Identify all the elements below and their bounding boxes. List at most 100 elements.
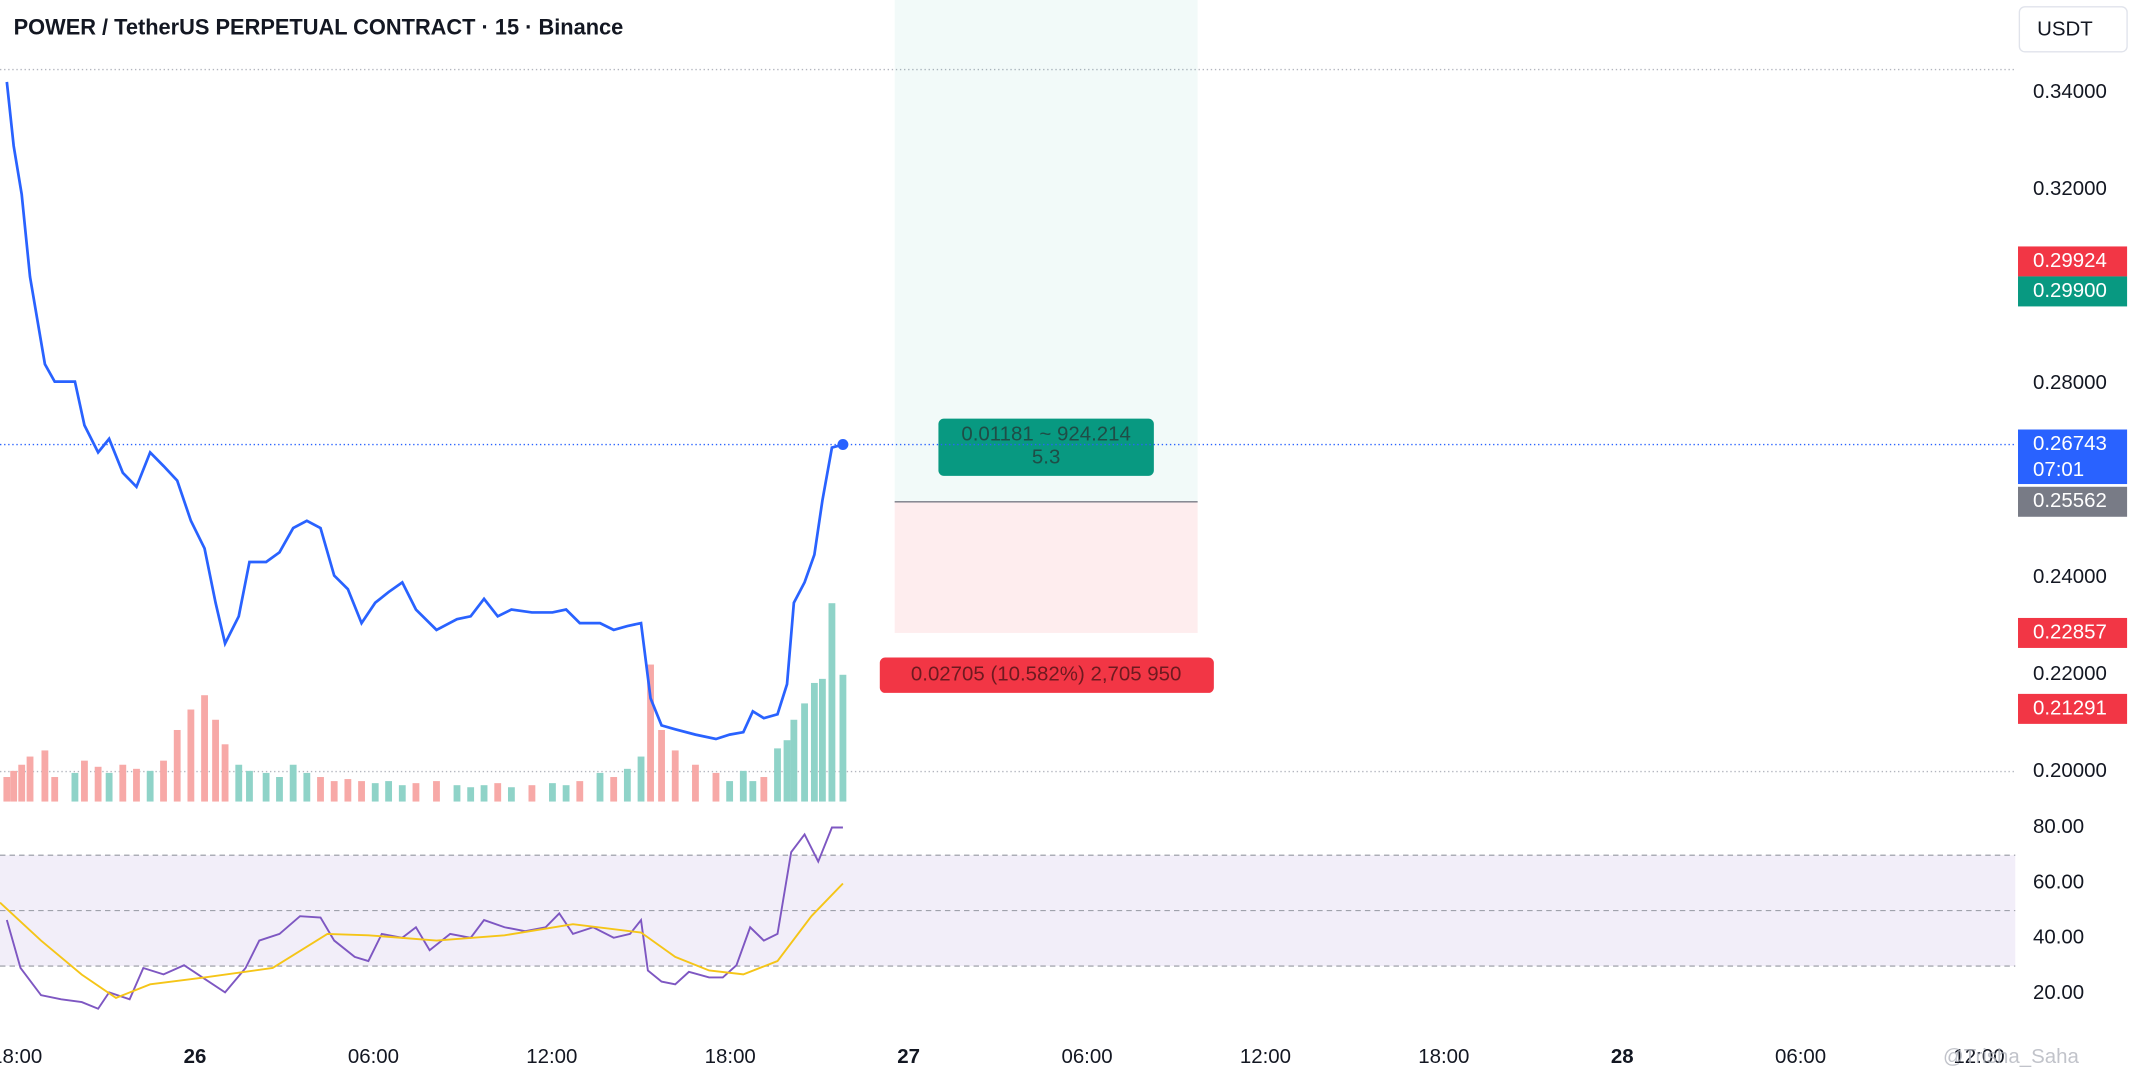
y-tick-label: 0.32000: [2033, 177, 2107, 200]
y-tick-label: 0.28000: [2033, 371, 2107, 394]
volume-bar: [494, 783, 502, 802]
x-tick-label: 12:00: [1953, 1045, 2004, 1068]
series-line: [0, 882, 844, 999]
y-tick-label: 0.34000: [2033, 80, 2107, 103]
volume-bar: [810, 682, 818, 802]
price-badge: [2018, 693, 2128, 724]
volume-bar: [119, 764, 127, 802]
price-badge-label: 0.22857: [2033, 620, 2107, 643]
volume-bar: [596, 772, 604, 802]
x-tick-label: 18:00: [1418, 1045, 1469, 1068]
current-price-badge: [2018, 429, 2128, 485]
volume-bar: [385, 781, 393, 802]
volume-bar: [371, 783, 379, 802]
volume-bar: [160, 760, 167, 802]
volume-bar: [10, 770, 18, 802]
price-badge-label: 0.25562: [2033, 489, 2107, 512]
watermark: @Trisha_Saha: [1943, 1045, 2080, 1068]
target-zone: [894, 0, 1198, 502]
x-tick-label: 12:00: [1240, 1045, 1291, 1068]
volume-bar: [467, 787, 475, 802]
series-line: [5, 826, 843, 1010]
volume-bar: [262, 772, 270, 802]
volume-bar: [303, 772, 311, 802]
volume-bar: [790, 719, 798, 802]
volume-bar: [81, 760, 88, 802]
volume-bar: [726, 781, 734, 802]
volume-bar: [317, 777, 324, 802]
volume-bar: [398, 785, 406, 802]
volume-bar: [818, 678, 826, 802]
volume-bar: [739, 770, 747, 802]
price-badge: [2018, 276, 2128, 307]
currency-label[interactable]: USDT: [2037, 17, 2093, 40]
volume-bar: [201, 695, 208, 802]
volume-bar: [453, 785, 461, 802]
volume-bar: [528, 785, 536, 802]
volume-bar: [344, 779, 352, 802]
x-tick-label: 06:00: [348, 1045, 399, 1068]
x-tick-label: 12:00: [526, 1045, 577, 1068]
volume-bar: [41, 750, 49, 802]
volume-bar: [51, 777, 59, 802]
x-tick-label: 18:00: [705, 1045, 756, 1068]
price-badge-label: 0.21291: [2033, 696, 2107, 719]
volume-bar: [433, 781, 440, 802]
volume-bar: [658, 729, 665, 802]
volume-bar: [3, 777, 11, 802]
price-badge: [2018, 617, 2128, 648]
volume-bar: [94, 766, 102, 802]
series-line: [5, 81, 844, 741]
price-badge: [2018, 486, 2128, 517]
volume-bar: [133, 768, 140, 802]
x-tick-label: 28: [1611, 1045, 1634, 1068]
volume-bar: [18, 764, 26, 802]
x-tick-label: 06:00: [1061, 1045, 1112, 1068]
price-badge-label: 0.29900: [2033, 279, 2107, 302]
volume-bar: [276, 777, 283, 802]
volume-bar: [187, 709, 195, 802]
volume-bar: [358, 781, 365, 802]
volume-bar: [576, 781, 584, 802]
rsi-tick-label: 80.00: [2033, 815, 2084, 838]
volume-bar: [623, 768, 631, 802]
currency-button[interactable]: [2018, 6, 2128, 53]
volume-bar: [212, 719, 219, 802]
volume-bar: [221, 744, 229, 802]
price-badge: [2018, 246, 2128, 277]
volume-bar: [828, 603, 836, 802]
volume-bar: [146, 770, 154, 802]
volume-bar: [105, 772, 113, 802]
volume-bar: [610, 777, 618, 802]
y-tick-label: 0.24000: [2033, 565, 2107, 588]
y-tick-label: 0.22000: [2033, 662, 2107, 685]
volume-bar: [749, 781, 757, 802]
y-tick-label: 0.20000: [2033, 759, 2107, 782]
volume-bar: [480, 785, 488, 802]
x-tick-label: 06:00: [1775, 1045, 1826, 1068]
volume-bar: [774, 748, 781, 802]
volume-bar: [71, 772, 79, 802]
volume-bar: [173, 729, 181, 802]
target-label-box: [938, 418, 1154, 476]
x-tick-label: 26: [184, 1045, 207, 1068]
volume-bar: [562, 785, 570, 802]
volume-bar: [637, 756, 645, 802]
volume-bar: [26, 756, 34, 802]
rsi-tick-label: 40.00: [2033, 926, 2084, 949]
volume-bar: [235, 764, 243, 802]
volume-bar: [692, 764, 699, 802]
volume-bar: [330, 781, 338, 802]
stop-label: 0.02705 (10.582%) 2,705 950: [911, 663, 1181, 686]
price-badge-label: 0.29924: [2033, 249, 2107, 272]
volume-bar: [246, 770, 253, 802]
volume-bar: [760, 777, 768, 802]
stop-label-box: [879, 657, 1214, 693]
volume-bar: [549, 783, 556, 802]
volume-bar: [712, 772, 720, 802]
target-label: 0.01181 ~ 924.214: [961, 422, 1131, 445]
